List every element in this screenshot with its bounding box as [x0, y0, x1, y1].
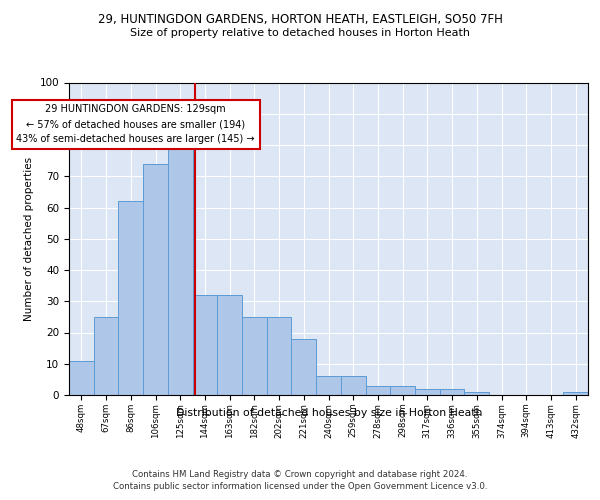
Text: Distribution of detached houses by size in Horton Heath: Distribution of detached houses by size … — [176, 408, 482, 418]
Bar — [118, 201, 143, 395]
Text: Contains HM Land Registry data © Crown copyright and database right 2024.: Contains HM Land Registry data © Crown c… — [132, 470, 468, 479]
Bar — [316, 376, 341, 395]
Bar — [168, 142, 193, 395]
Bar — [341, 376, 365, 395]
Bar — [143, 164, 168, 395]
Bar — [69, 360, 94, 395]
Bar — [94, 317, 118, 395]
Text: 29, HUNTINGDON GARDENS, HORTON HEATH, EASTLEIGH, SO50 7FH: 29, HUNTINGDON GARDENS, HORTON HEATH, EA… — [98, 12, 502, 26]
Bar — [365, 386, 390, 395]
Bar — [415, 389, 440, 395]
Text: 29 HUNTINGDON GARDENS: 129sqm
← 57% of detached houses are smaller (194)
43% of : 29 HUNTINGDON GARDENS: 129sqm ← 57% of d… — [16, 104, 255, 144]
Bar — [193, 295, 217, 395]
Bar — [440, 389, 464, 395]
Bar — [267, 317, 292, 395]
Y-axis label: Number of detached properties: Number of detached properties — [24, 156, 34, 321]
Bar — [217, 295, 242, 395]
Text: Size of property relative to detached houses in Horton Heath: Size of property relative to detached ho… — [130, 28, 470, 38]
Bar — [563, 392, 588, 395]
Text: Contains public sector information licensed under the Open Government Licence v3: Contains public sector information licen… — [113, 482, 487, 491]
Bar — [464, 392, 489, 395]
Bar — [242, 317, 267, 395]
Bar — [390, 386, 415, 395]
Bar — [292, 339, 316, 395]
